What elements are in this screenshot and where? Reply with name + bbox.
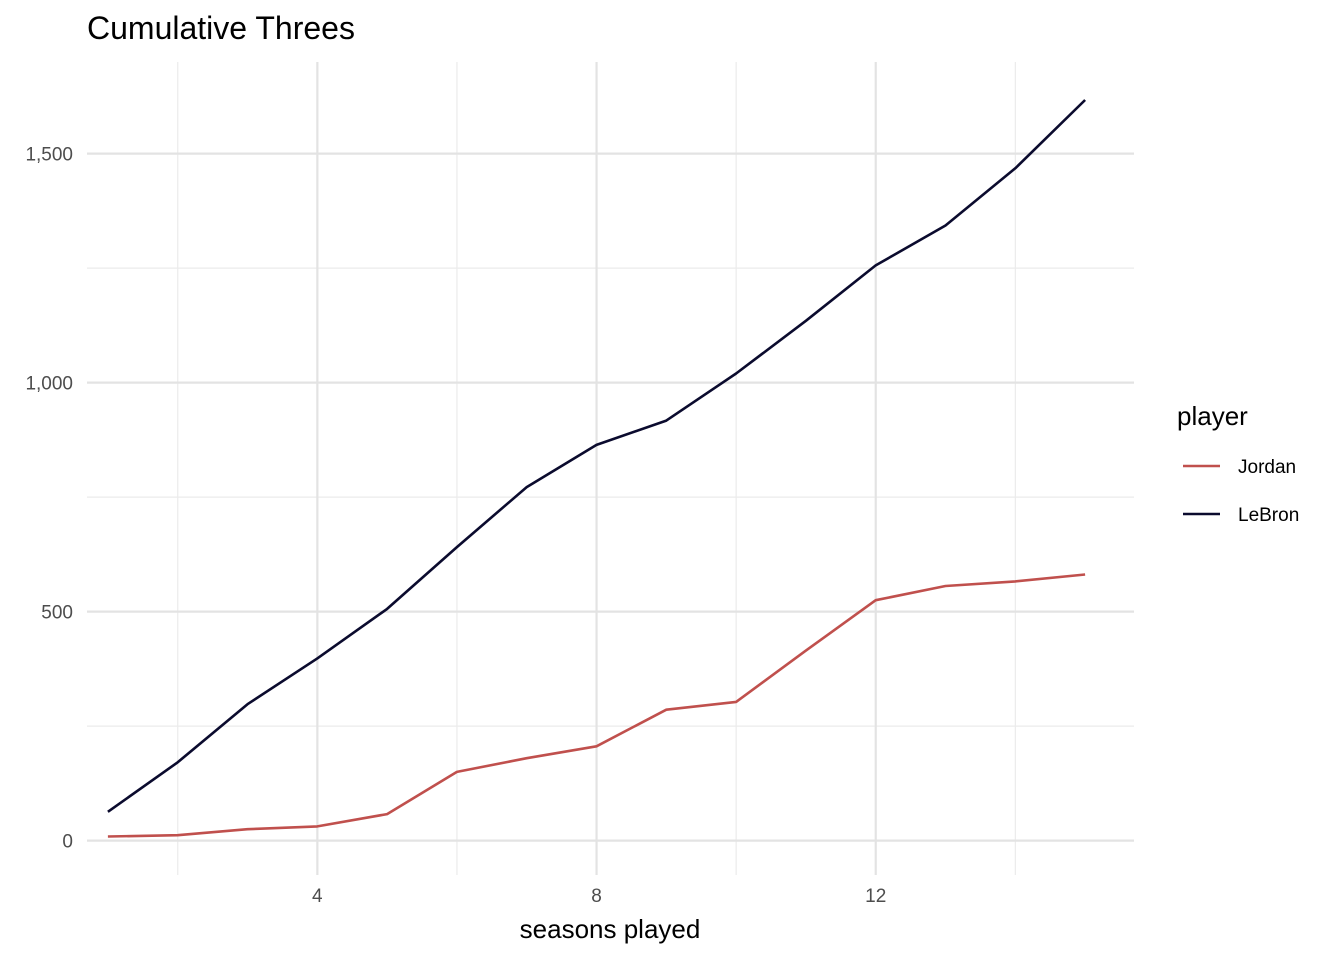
chart-title: Cumulative Threes — [87, 10, 355, 46]
series-lines — [107, 99, 1087, 838]
y-tick-label: 500 — [41, 603, 73, 624]
minor-gridlines — [87, 62, 1134, 875]
legend: player Jordan LeBron — [1177, 401, 1299, 526]
x-axis-title: seasons played — [520, 914, 701, 944]
x-tick-label: 8 — [591, 886, 602, 907]
legend-title: player — [1177, 401, 1248, 431]
x-tick-label: 12 — [865, 886, 886, 907]
series-line-lebron — [107, 99, 1087, 813]
y-tick-label: 1,500 — [25, 145, 73, 166]
y-tick-label: 1,000 — [25, 374, 73, 395]
series-line-jordan — [107, 573, 1086, 838]
x-tick-label: 4 — [312, 886, 323, 907]
major-gridlines — [87, 62, 1134, 875]
y-axis-ticks: 0 500 1,000 1,500 — [25, 145, 73, 853]
legend-label-jordan: Jordan — [1238, 457, 1296, 478]
legend-items: Jordan LeBron — [1183, 457, 1299, 526]
x-axis-ticks: 4 8 12 — [312, 886, 886, 907]
y-tick-label: 0 — [62, 832, 73, 853]
legend-label-lebron: LeBron — [1238, 505, 1299, 526]
